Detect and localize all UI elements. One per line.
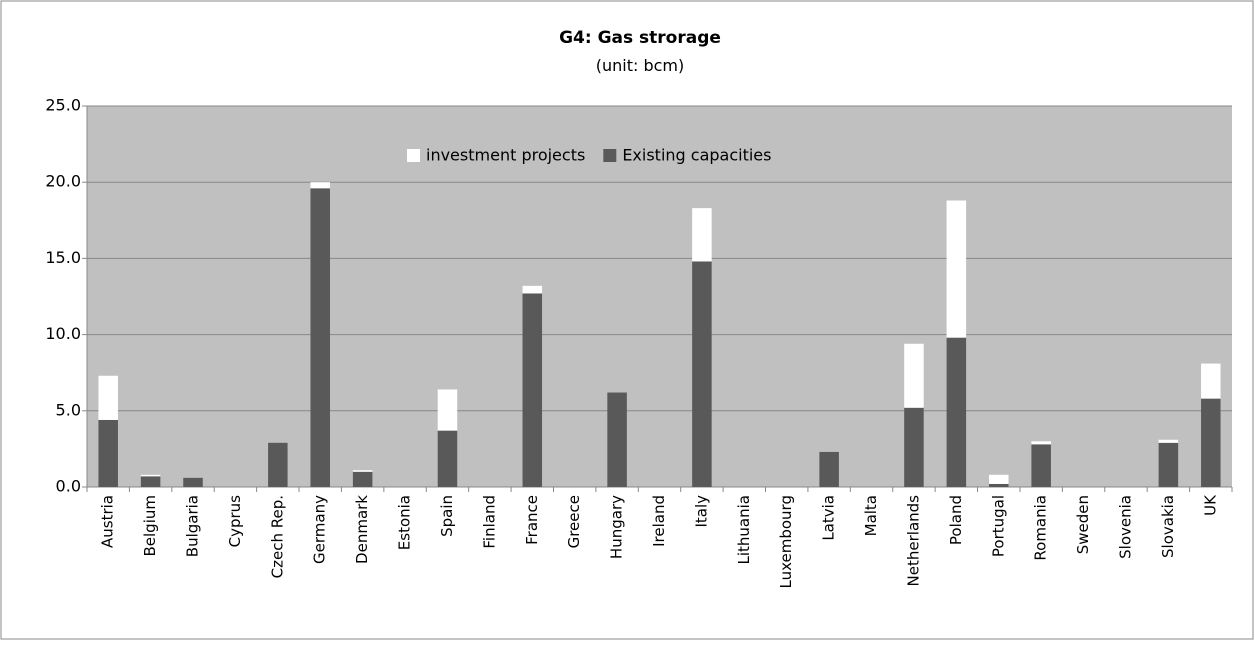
x-tick-label: Malta: [862, 495, 880, 536]
bar-segment: [310, 188, 330, 487]
x-tick-label: Estonia: [396, 495, 414, 550]
y-tick-label: 20.0: [45, 172, 81, 191]
bar-segment: [1158, 442, 1179, 487]
x-tick-label: Cyprus: [226, 495, 244, 548]
bar-segment: [352, 470, 373, 472]
x-tick-label: Czech Rep.: [268, 495, 286, 578]
bar-segment: [437, 389, 458, 431]
bar-segment: [989, 474, 1009, 484]
bar-segment: [522, 285, 543, 294]
plot-area: [87, 106, 1232, 487]
x-tick-label: Belgium: [141, 495, 159, 557]
bar-segment: [310, 182, 330, 189]
x-tick-label: Bulgaria: [184, 495, 202, 557]
x-tick-label: Slovakia: [1159, 495, 1177, 558]
bar-segment: [692, 208, 712, 262]
x-tick-label: Italy: [692, 495, 710, 528]
bar-segment: [522, 293, 543, 487]
y-tick-label: 0.0: [56, 477, 81, 496]
bar-segment: [1158, 439, 1179, 443]
bar-segment: [1201, 363, 1221, 399]
x-tick-label: Finland: [480, 495, 498, 549]
bar-segment: [1201, 398, 1221, 487]
legend-label: Existing capacities: [622, 146, 771, 165]
x-tick-label: Austria: [99, 495, 117, 548]
bar-segment: [904, 343, 924, 408]
x-tick-label: Greece: [565, 495, 583, 548]
bar-segment: [904, 407, 924, 487]
bar-segment: [1031, 444, 1051, 487]
bar-segment: [268, 442, 288, 487]
bar-segment: [352, 471, 373, 487]
legend-swatch: [603, 149, 617, 162]
bar-segment: [946, 337, 967, 487]
x-tick-label: Ireland: [650, 495, 668, 547]
x-tick-label: Slovenia: [1116, 495, 1134, 559]
bar-segment: [183, 477, 203, 487]
x-tick-label: Hungary: [608, 495, 626, 559]
x-tick-label: Luxembourg: [777, 495, 795, 589]
legend-swatch: [407, 149, 420, 162]
bar-segment: [1031, 441, 1051, 445]
x-tick-label: Germany: [311, 495, 329, 564]
legend-label: investment projects: [426, 146, 585, 165]
x-tick-label: Sweden: [1074, 495, 1092, 554]
bar-segment: [607, 392, 627, 487]
x-tick-label: Lithuania: [735, 495, 753, 564]
y-tick-label: 10.0: [45, 324, 81, 343]
y-tick-label: 15.0: [45, 248, 81, 267]
bar-segment: [140, 476, 161, 487]
x-tick-label: Denmark: [353, 495, 371, 564]
bar-segment: [437, 430, 458, 487]
chart-title: G4: Gas strorage: [559, 28, 721, 48]
bar-segment: [98, 419, 118, 487]
x-tick-label: Portugal: [989, 495, 1007, 557]
bar-segment: [140, 474, 161, 477]
bar-segment: [946, 200, 967, 338]
bar-segment: [692, 261, 712, 487]
bar-segment: [989, 483, 1009, 487]
y-tick-label: 5.0: [56, 400, 81, 419]
x-tick-label: Romania: [1032, 495, 1050, 561]
bar-segment: [819, 451, 839, 487]
x-tick-label: UK: [1201, 494, 1219, 516]
bar-segment: [98, 375, 118, 420]
y-tick-label: 25.0: [45, 96, 81, 115]
x-tick-label: Latvia: [820, 495, 838, 541]
chart-subtitle: (unit: bcm): [596, 56, 685, 75]
x-tick-label: Netherlands: [904, 495, 922, 587]
x-tick-label: France: [523, 495, 541, 545]
x-tick-label: Poland: [947, 495, 965, 545]
x-tick-label: Spain: [438, 495, 456, 537]
